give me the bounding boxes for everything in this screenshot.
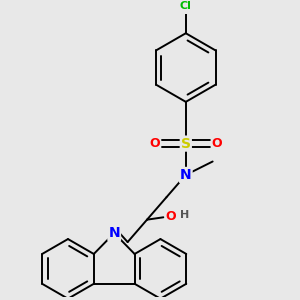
Text: O: O — [166, 210, 176, 223]
Text: N: N — [180, 168, 192, 182]
Text: O: O — [212, 137, 222, 150]
Text: H: H — [180, 210, 189, 220]
Text: N: N — [108, 226, 120, 240]
Text: Cl: Cl — [180, 2, 192, 11]
Text: S: S — [181, 136, 191, 151]
Text: O: O — [149, 137, 160, 150]
